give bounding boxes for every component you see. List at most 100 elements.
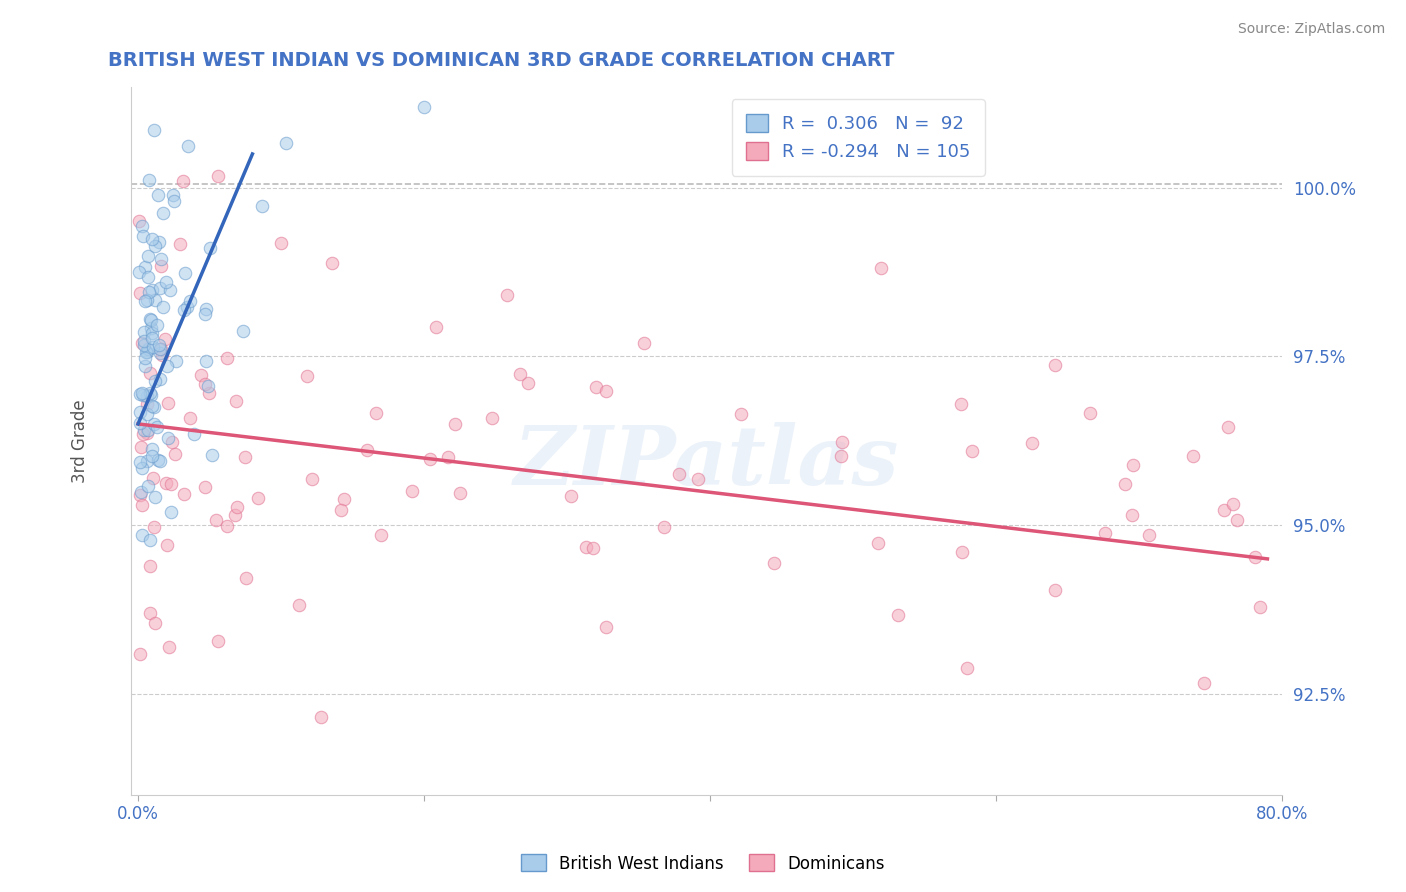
Point bbox=[194, 307, 217, 321]
Point bbox=[1021, 435, 1043, 450]
Point bbox=[134, 337, 156, 351]
Point bbox=[141, 400, 163, 414]
Point bbox=[1218, 420, 1240, 434]
Point bbox=[128, 265, 150, 279]
Point bbox=[309, 709, 332, 723]
Point bbox=[148, 235, 170, 250]
Point bbox=[149, 371, 172, 385]
Point bbox=[1080, 406, 1102, 420]
Point bbox=[142, 471, 165, 485]
Point bbox=[135, 426, 157, 441]
Point bbox=[163, 194, 186, 209]
Point bbox=[955, 660, 977, 674]
Point bbox=[143, 293, 166, 307]
Point bbox=[128, 386, 150, 401]
Point bbox=[962, 444, 984, 458]
Point bbox=[321, 256, 343, 270]
Point bbox=[183, 426, 205, 441]
Point bbox=[205, 513, 228, 527]
Point bbox=[232, 324, 254, 338]
Point bbox=[146, 318, 169, 332]
Point bbox=[135, 345, 157, 359]
Y-axis label: 3rd Grade: 3rd Grade bbox=[72, 399, 89, 483]
Point bbox=[370, 528, 392, 542]
Point bbox=[128, 405, 150, 419]
Point bbox=[1043, 358, 1066, 372]
Point bbox=[333, 491, 356, 506]
Point bbox=[155, 275, 177, 289]
Point bbox=[129, 488, 152, 502]
Point bbox=[138, 173, 160, 187]
Point bbox=[207, 169, 229, 184]
Point bbox=[194, 354, 217, 368]
Point bbox=[142, 417, 165, 432]
Point bbox=[143, 374, 166, 388]
Point bbox=[496, 287, 519, 301]
Point bbox=[225, 394, 247, 409]
Point bbox=[575, 540, 598, 554]
Point bbox=[143, 491, 166, 505]
Point bbox=[173, 174, 195, 188]
Point bbox=[950, 544, 973, 558]
Point bbox=[419, 452, 441, 467]
Point bbox=[444, 417, 467, 432]
Point bbox=[139, 386, 162, 401]
Point bbox=[139, 313, 162, 327]
Point bbox=[138, 559, 160, 574]
Point bbox=[129, 454, 152, 468]
Point bbox=[233, 450, 256, 464]
Point bbox=[197, 385, 219, 400]
Point bbox=[156, 396, 179, 410]
Point bbox=[149, 260, 172, 274]
Point bbox=[131, 485, 153, 500]
Point bbox=[413, 100, 436, 114]
Point bbox=[129, 286, 152, 301]
Point bbox=[247, 491, 270, 505]
Point bbox=[190, 368, 212, 382]
Point bbox=[250, 199, 273, 213]
Point bbox=[134, 334, 156, 348]
Point bbox=[1121, 508, 1143, 523]
Point bbox=[224, 508, 246, 522]
Point bbox=[329, 503, 352, 517]
Point bbox=[159, 505, 181, 519]
Point bbox=[131, 386, 153, 401]
Point bbox=[270, 235, 292, 250]
Point bbox=[136, 293, 159, 308]
Point bbox=[155, 475, 177, 490]
Point bbox=[136, 269, 159, 284]
Point bbox=[143, 400, 166, 414]
Point bbox=[869, 260, 891, 275]
Point bbox=[141, 326, 163, 340]
Point bbox=[146, 188, 169, 202]
Point bbox=[1226, 513, 1249, 527]
Point bbox=[595, 620, 617, 634]
Point bbox=[179, 293, 201, 308]
Point bbox=[763, 556, 786, 570]
Point bbox=[831, 435, 853, 450]
Point bbox=[155, 538, 177, 552]
Point bbox=[288, 598, 311, 612]
Point bbox=[139, 387, 162, 401]
Point bbox=[160, 477, 183, 491]
Point bbox=[134, 260, 156, 275]
Point bbox=[157, 431, 180, 445]
Point bbox=[131, 528, 153, 542]
Point bbox=[356, 442, 378, 457]
Point bbox=[364, 406, 387, 420]
Point bbox=[688, 472, 710, 486]
Point bbox=[141, 442, 163, 457]
Point bbox=[131, 460, 153, 475]
Point bbox=[143, 520, 166, 534]
Point bbox=[166, 353, 188, 368]
Point bbox=[595, 384, 617, 398]
Point bbox=[1244, 549, 1267, 564]
Point bbox=[141, 232, 163, 246]
Point bbox=[131, 335, 153, 350]
Point bbox=[159, 284, 181, 298]
Point bbox=[128, 213, 150, 227]
Point bbox=[176, 139, 198, 153]
Point bbox=[131, 219, 153, 233]
Point bbox=[1249, 599, 1271, 614]
Point bbox=[1094, 526, 1116, 541]
